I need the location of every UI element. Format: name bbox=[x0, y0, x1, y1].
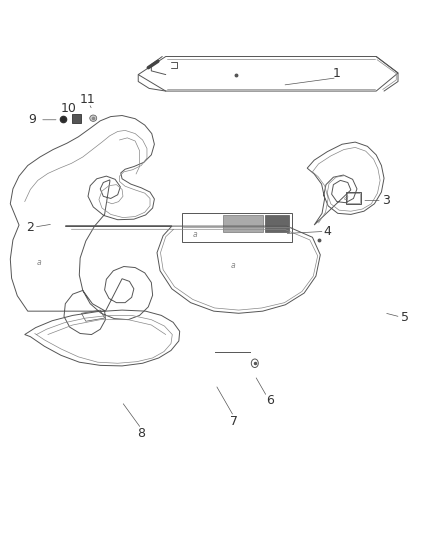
Ellipse shape bbox=[90, 115, 97, 122]
Text: 8: 8 bbox=[137, 427, 145, 440]
Text: 2: 2 bbox=[26, 221, 34, 233]
Text: a: a bbox=[37, 258, 42, 266]
Text: a: a bbox=[193, 230, 197, 239]
Text: 5: 5 bbox=[401, 311, 409, 324]
Text: 10: 10 bbox=[60, 102, 76, 115]
Text: 4: 4 bbox=[324, 225, 332, 238]
Text: 7: 7 bbox=[230, 415, 238, 428]
Text: 1: 1 bbox=[333, 67, 341, 80]
Text: a: a bbox=[344, 193, 349, 202]
Polygon shape bbox=[223, 215, 263, 232]
Text: a: a bbox=[231, 261, 235, 270]
Text: 3: 3 bbox=[382, 194, 390, 207]
Bar bbox=[72, 115, 81, 123]
Text: 9: 9 bbox=[28, 114, 36, 126]
Text: 11: 11 bbox=[80, 93, 95, 106]
Polygon shape bbox=[265, 215, 289, 232]
Text: 6: 6 bbox=[266, 394, 274, 408]
